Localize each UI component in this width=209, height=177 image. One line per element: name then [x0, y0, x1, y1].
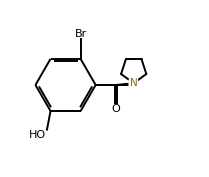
Text: N: N	[130, 78, 138, 88]
Text: O: O	[112, 104, 120, 114]
Text: HO: HO	[29, 130, 46, 141]
Text: Br: Br	[74, 28, 87, 39]
Text: N: N	[129, 80, 137, 90]
